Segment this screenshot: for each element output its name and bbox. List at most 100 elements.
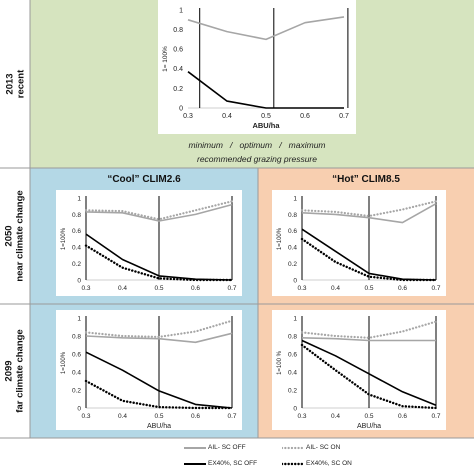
y-tick-label: 0.2: [173, 86, 183, 93]
y-tick-label: 1: [77, 195, 81, 202]
x-tick-label: 0.5: [364, 285, 373, 292]
x-tick-label: 0.5: [154, 285, 163, 292]
legend-item: AIL- SC OFF: [184, 444, 246, 451]
y-tick-label: 0: [293, 405, 297, 412]
y-tick-label: 0: [77, 405, 81, 412]
row-year: 2099: [4, 360, 16, 382]
x-tick-label: 0.6: [300, 113, 310, 120]
y-axis-label: 1= 100%: [162, 46, 169, 72]
legend-label: EX40%, SC OFF: [208, 460, 258, 467]
chart-svg: 0 0.2 0.4 0.6 0.8 1 0.3 0.4 0.5 0.6 0.7 1=100 % ABU/…: [277, 315, 441, 430]
y-axis-label: 1=100 %: [277, 350, 283, 375]
series-line-black-solid: [187, 71, 344, 109]
x-tick-label: 0.6: [398, 285, 407, 292]
caption-minimum: minimum: [188, 140, 223, 150]
legend-label: EX40%, SC ON: [306, 460, 352, 467]
series-line-grey-dotted: [84, 319, 234, 338]
legend-swatch-black-dotted: [282, 462, 304, 465]
y-tick-label: 0.2: [288, 261, 297, 268]
x-tick-label: 0.4: [118, 285, 127, 292]
series-line-grey-dotted: [300, 200, 438, 218]
row-year: 2013: [3, 73, 15, 95]
series-line-black-dotted: [300, 237, 438, 282]
chart-svg: 0 0.2 0.4 0.6 0.8 1 0.3 0.4 0.5 0.6 0.7 1=100%: [61, 195, 237, 292]
legend-swatch-grey-solid: [184, 446, 206, 449]
x-tick-label: 0.7: [227, 285, 236, 292]
legend-label: AIL- SC OFF: [208, 444, 246, 451]
row-desc: near climate change: [15, 190, 27, 282]
chart-svg: 0 0.2 0.4 0.6 0.8 1 0.3 0.4 0.5 0.6 0.7 1=100%: [277, 195, 441, 292]
caption-optimum: optimum: [239, 140, 273, 150]
panel-title-cool: “Cool” CLIM2.6: [107, 174, 181, 185]
y-tick-label: 0.8: [288, 212, 297, 219]
x-tick-label: 0.6: [191, 285, 200, 292]
series-line-black-solid: [301, 339, 437, 407]
series-line-grey-solid: [85, 332, 233, 344]
chart-2099-hot: 0 0.2 0.4 0.6 0.8 1 0.3 0.4 0.5 0.6 0.7 1=100 % ABU/…: [272, 310, 446, 430]
x-axis-label: ABU/ha: [357, 423, 381, 430]
y-tick-label: 0.4: [288, 369, 297, 376]
series-line-grey-solid: [301, 337, 436, 342]
x-tick-label: 0.3: [297, 285, 306, 292]
y-tick-label: 0.8: [173, 27, 183, 34]
x-tick-label: 0.3: [81, 285, 90, 292]
y-tick-label: 0: [77, 277, 81, 284]
y-tick-label: 0.4: [288, 245, 297, 252]
y-tick-label: 0.6: [173, 47, 183, 54]
legend-item: AIL- SC ON: [282, 444, 340, 451]
y-tick-label: 0: [179, 105, 183, 112]
x-tick-label: 0.5: [364, 413, 373, 420]
x-tick-label: 0.6: [398, 413, 407, 420]
legend-label: AIL- SC ON: [306, 444, 341, 451]
x-tick-label: 0.4: [118, 413, 127, 420]
series-line-grey-solid: [187, 16, 345, 41]
row-year: 2050: [4, 225, 16, 247]
x-tick-label: 0.4: [222, 113, 232, 120]
series-line-grey-dotted: [300, 320, 438, 339]
series-line-grey-solid: [85, 203, 233, 222]
x-tick-label: 0.6: [191, 413, 200, 420]
chart-recent: 0 0.2 0.4 0.6 0.8 1 0.3 0.4 0.5 0.6 0.7 1= 100% ABU/…: [158, 0, 356, 134]
x-tick-label: 0.7: [431, 285, 440, 292]
y-tick-label: 1: [179, 7, 183, 14]
panel-title-hot: “Hot” CLIM8.5: [332, 174, 400, 185]
legend-item: EX40%, SC ON: [282, 460, 352, 467]
y-tick-label: 0.6: [72, 351, 81, 358]
x-tick-label: 0.3: [297, 413, 306, 420]
chart-2050-cool: 0 0.2 0.4 0.6 0.8 1 0.3 0.4 0.5 0.6 0.7 1=100%: [56, 190, 242, 296]
legend-item: EX40%, SC OFF: [184, 460, 257, 467]
x-tick-label: 0.4: [331, 413, 340, 420]
x-tick-label: 0.4: [331, 285, 340, 292]
y-tick-label: 0.6: [288, 228, 297, 235]
series-line-grey-solid: [301, 203, 437, 224]
y-tick-label: 0.2: [72, 387, 81, 394]
y-tick-label: 0.6: [72, 228, 81, 235]
y-tick-label: 0.8: [72, 212, 81, 219]
caption-line1: minimum / optimum / maximum: [158, 140, 356, 150]
y-tick-label: 0.4: [72, 245, 81, 252]
x-tick-label: 0.3: [183, 113, 193, 120]
chart-svg: 0 0.2 0.4 0.6 0.8 1 0.3 0.4 0.5 0.6 0.7 1= 100% ABU/…: [162, 7, 349, 130]
y-tick-label: 0.8: [288, 333, 297, 340]
x-axis-label: ABU/ha: [147, 423, 171, 430]
series-line-black-dotted: [84, 244, 234, 282]
row-desc: far climate change: [15, 329, 27, 413]
chart-svg: 0 0.2 0.4 0.6 0.8 1 0.3 0.4 0.5 0.6 0.7 1=100% ABU/h…: [61, 315, 237, 430]
y-tick-label: 1: [293, 315, 297, 322]
row-label-recent: 2013 recent: [0, 0, 30, 168]
y-tick-label: 0.8: [72, 333, 81, 340]
y-axis-label: 1=100%: [277, 227, 283, 250]
series-line-black-dotted: [84, 379, 234, 410]
y-axis-label: 1=100%: [61, 351, 67, 374]
caption-slash: /: [230, 140, 233, 150]
y-tick-label: 0.4: [173, 66, 183, 73]
y-axis-label: 1=100%: [61, 227, 67, 250]
y-tick-label: 0: [293, 277, 297, 284]
x-tick-label: 0.3: [81, 413, 90, 420]
x-tick-label: 0.7: [431, 413, 440, 420]
caption-maximum: maximum: [288, 140, 326, 150]
x-tick-label: 0.5: [154, 413, 163, 420]
series-line-black-dotted: [300, 343, 438, 410]
y-tick-label: 1: [293, 195, 297, 202]
